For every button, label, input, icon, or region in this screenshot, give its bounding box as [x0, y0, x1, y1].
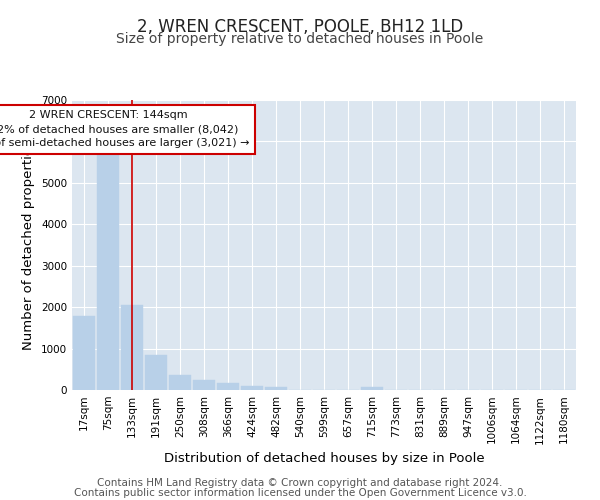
Bar: [169, 374, 191, 390]
X-axis label: Distribution of detached houses by size in Poole: Distribution of detached houses by size …: [164, 452, 484, 465]
Bar: [361, 388, 383, 390]
Text: Size of property relative to detached houses in Poole: Size of property relative to detached ho…: [116, 32, 484, 46]
Text: Contains HM Land Registry data © Crown copyright and database right 2024.: Contains HM Land Registry data © Crown c…: [97, 478, 503, 488]
Text: Contains public sector information licensed under the Open Government Licence v3: Contains public sector information licen…: [74, 488, 526, 498]
Bar: [121, 304, 143, 390]
Y-axis label: Number of detached properties: Number of detached properties: [22, 140, 35, 350]
Bar: [193, 380, 215, 390]
Bar: [217, 383, 239, 390]
Text: 2 WREN CRESCENT: 144sqm
← 72% of detached houses are smaller (8,042)
27% of semi: 2 WREN CRESCENT: 144sqm ← 72% of detache…: [0, 110, 250, 148]
Bar: [241, 386, 263, 390]
Bar: [265, 386, 287, 390]
Bar: [145, 355, 167, 390]
Text: 2, WREN CRESCENT, POOLE, BH12 1LD: 2, WREN CRESCENT, POOLE, BH12 1LD: [137, 18, 463, 36]
Bar: [73, 316, 95, 390]
Bar: [97, 152, 119, 390]
